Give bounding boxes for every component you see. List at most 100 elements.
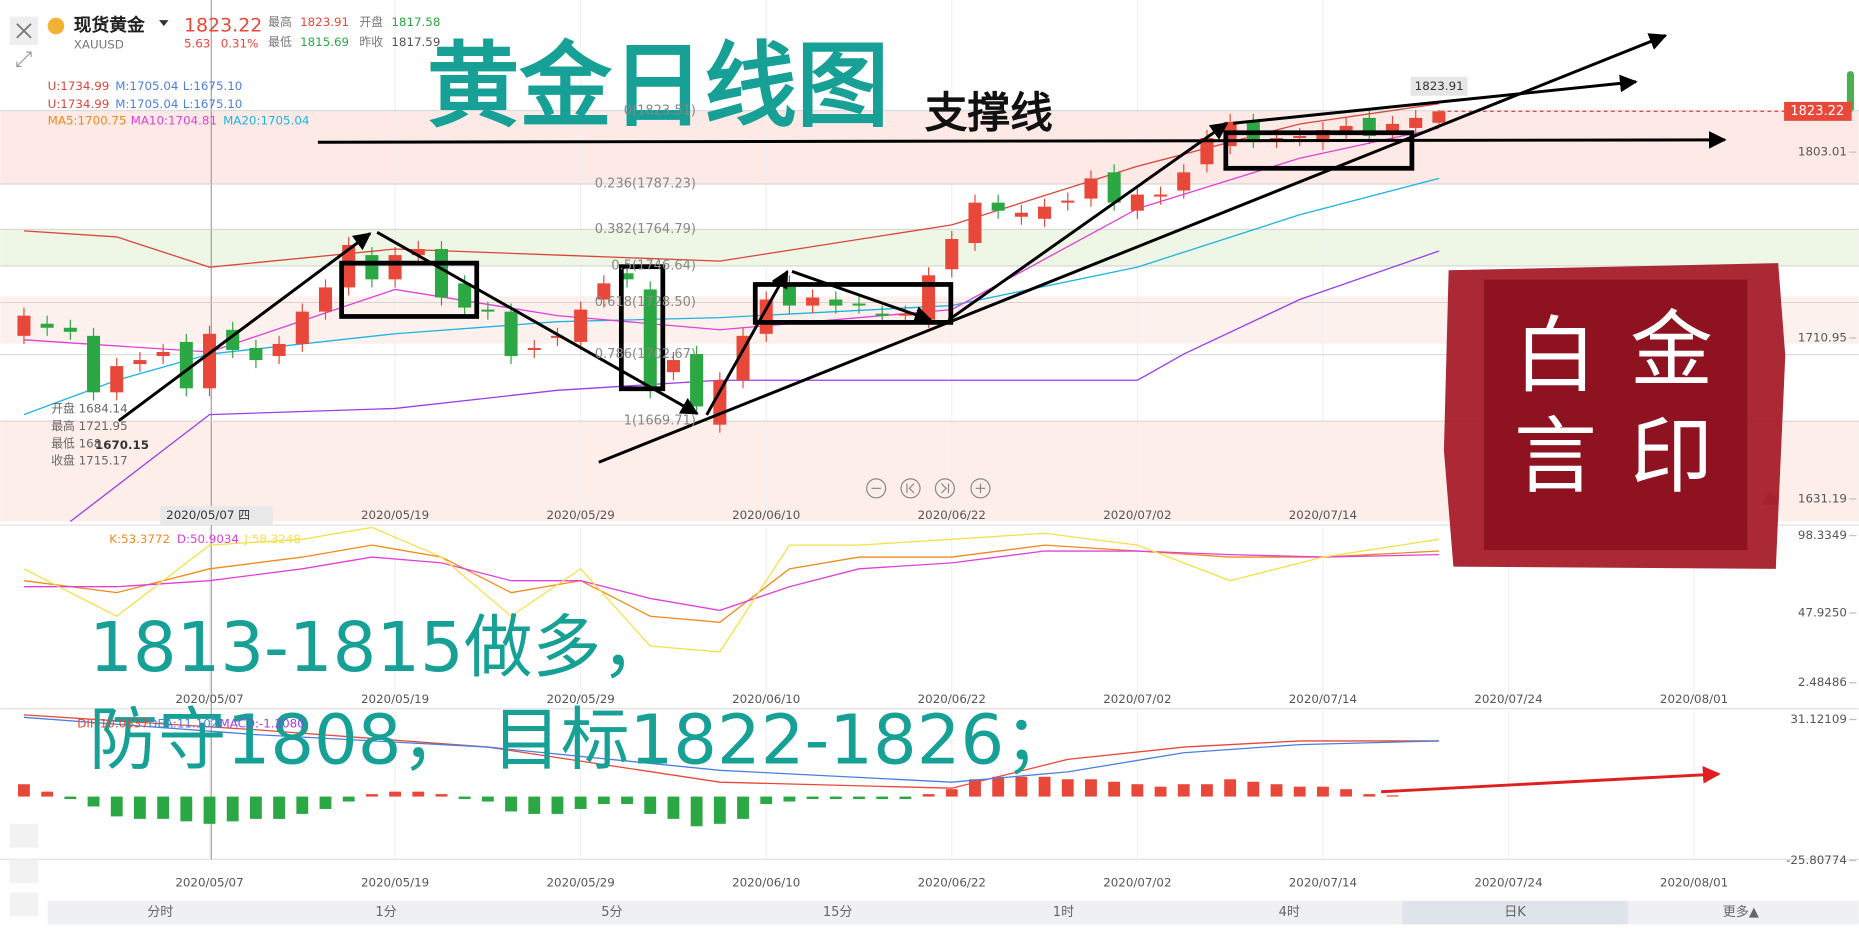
candle-body bbox=[574, 309, 588, 342]
macd-bar bbox=[18, 784, 30, 797]
legend-item: DIF:10.0637 bbox=[77, 717, 148, 731]
tab[interactable]: 日K bbox=[1504, 905, 1526, 920]
y-tick-label: 2.48486 bbox=[1798, 675, 1847, 689]
symbol: XAUUSD bbox=[74, 38, 124, 52]
macd-bar bbox=[528, 796, 541, 814]
macd-bar bbox=[760, 796, 773, 805]
y-tick-label: 47.9250 bbox=[1798, 606, 1847, 620]
label: 开盘 bbox=[359, 15, 383, 29]
tab[interactable]: 分时 bbox=[147, 905, 173, 920]
fib-label: 0.618(1728.50) bbox=[595, 295, 696, 310]
tool[interactable] bbox=[9, 859, 39, 884]
candle-body bbox=[411, 249, 425, 256]
arrow bbox=[317, 131, 1727, 149]
x-tick-label: 2020/05/29 bbox=[547, 508, 615, 522]
legend-item: MA20:1705.04 bbox=[223, 113, 309, 127]
x-tick-label: 2020/06/10 bbox=[732, 876, 800, 890]
macd-bar bbox=[87, 796, 100, 807]
macd-bar bbox=[899, 796, 912, 800]
tab[interactable]: 1分 bbox=[375, 905, 396, 920]
candle-body bbox=[597, 283, 611, 300]
tab[interactable]: 5分 bbox=[601, 905, 622, 920]
label: 最高 bbox=[268, 15, 292, 29]
fib-label: 0.5(1746.64) bbox=[611, 258, 696, 273]
shrink-icon[interactable] bbox=[16, 51, 32, 67]
indicator-line bbox=[23, 716, 1439, 783]
tab[interactable]: 4时 bbox=[1279, 905, 1300, 920]
tab[interactable]: 更多▲ bbox=[1723, 904, 1759, 920]
x-tick-label: 2020/06/10 bbox=[732, 508, 800, 522]
last-price: 1823.22 bbox=[1790, 104, 1844, 119]
value: 1823.91 bbox=[300, 15, 349, 29]
info-line: 最低 168 bbox=[51, 436, 101, 450]
macd-bar bbox=[690, 796, 703, 827]
macd-bar bbox=[1131, 784, 1144, 797]
candle-body bbox=[365, 255, 379, 280]
candle-body bbox=[852, 303, 866, 306]
macd-bar bbox=[41, 791, 54, 797]
macd-bar bbox=[249, 796, 262, 819]
x-tick-label: 2020/05/19 bbox=[361, 692, 429, 706]
macd-bar bbox=[505, 796, 517, 812]
x-tick-label: 2020/07/02 bbox=[1103, 508, 1171, 522]
candle-body bbox=[202, 333, 217, 389]
macd-bar bbox=[1201, 784, 1213, 797]
change: 5.63 bbox=[184, 36, 210, 50]
zoom-in[interactable] bbox=[970, 478, 991, 499]
tab[interactable]: 1时 bbox=[1053, 905, 1074, 920]
candle-body bbox=[1200, 138, 1214, 165]
candle-body bbox=[1339, 125, 1353, 132]
last[interactable] bbox=[934, 478, 955, 499]
close-icon bbox=[16, 23, 32, 39]
macd-bar bbox=[110, 796, 123, 817]
macd-bar bbox=[365, 794, 378, 797]
candle-body bbox=[434, 249, 448, 298]
y-tick-label: 1631.19 bbox=[1798, 491, 1847, 505]
tool[interactable] bbox=[9, 892, 39, 917]
coin-icon bbox=[47, 17, 65, 35]
legend-item: J:58.3248 bbox=[243, 532, 300, 546]
legend-item: D:50.9034 bbox=[177, 532, 239, 546]
arrow bbox=[791, 270, 933, 324]
fib-label: 1(1669.71) bbox=[624, 414, 696, 429]
tool[interactable] bbox=[9, 823, 39, 848]
y-tick-label: 98.3349 bbox=[1798, 528, 1847, 542]
arrow bbox=[705, 269, 789, 416]
candle-body bbox=[945, 238, 959, 270]
tab[interactable]: 15分 bbox=[823, 905, 853, 920]
support-line bbox=[598, 33, 1668, 464]
macd-bar bbox=[737, 796, 749, 819]
info-line: 最高 1721.95 bbox=[51, 419, 127, 433]
macd-bar bbox=[1085, 779, 1097, 797]
macd-bar bbox=[644, 796, 657, 814]
macd-bar bbox=[876, 796, 889, 800]
candle-body bbox=[991, 202, 1005, 211]
macd-bar bbox=[1386, 795, 1399, 797]
last-price-tag bbox=[1784, 101, 1852, 121]
zoom-out[interactable] bbox=[866, 478, 887, 499]
x-tick-label: 2020/05/07 bbox=[175, 876, 243, 890]
dropdown[interactable] bbox=[159, 20, 169, 27]
legend-item: M:1705.04 bbox=[115, 79, 178, 93]
arrow bbox=[1381, 765, 1721, 794]
support-label: 支撑线 bbox=[925, 89, 1053, 139]
first[interactable] bbox=[900, 478, 921, 499]
zoom-controls bbox=[866, 478, 991, 499]
plan-line: 1813-1815做多， bbox=[89, 608, 670, 688]
candle-body bbox=[829, 299, 843, 306]
candle-body bbox=[666, 360, 680, 373]
x-tick-label: 2020/05/07 bbox=[175, 692, 243, 706]
candle-body bbox=[550, 335, 564, 338]
x-tick-label: 2020/07/24 bbox=[1474, 692, 1542, 706]
macd-bar bbox=[1177, 784, 1190, 797]
macd-bar bbox=[412, 791, 425, 797]
candle-body bbox=[1432, 111, 1446, 123]
macd-bar bbox=[64, 796, 77, 800]
candle-body bbox=[1385, 123, 1400, 135]
macd-bar bbox=[1363, 794, 1376, 797]
macd-bar bbox=[1015, 776, 1028, 797]
crosshair-date: 2020/05/07 四 bbox=[166, 508, 250, 522]
macd-bar bbox=[574, 796, 587, 809]
macd-bar bbox=[992, 776, 1005, 797]
macd-bar bbox=[969, 779, 981, 797]
